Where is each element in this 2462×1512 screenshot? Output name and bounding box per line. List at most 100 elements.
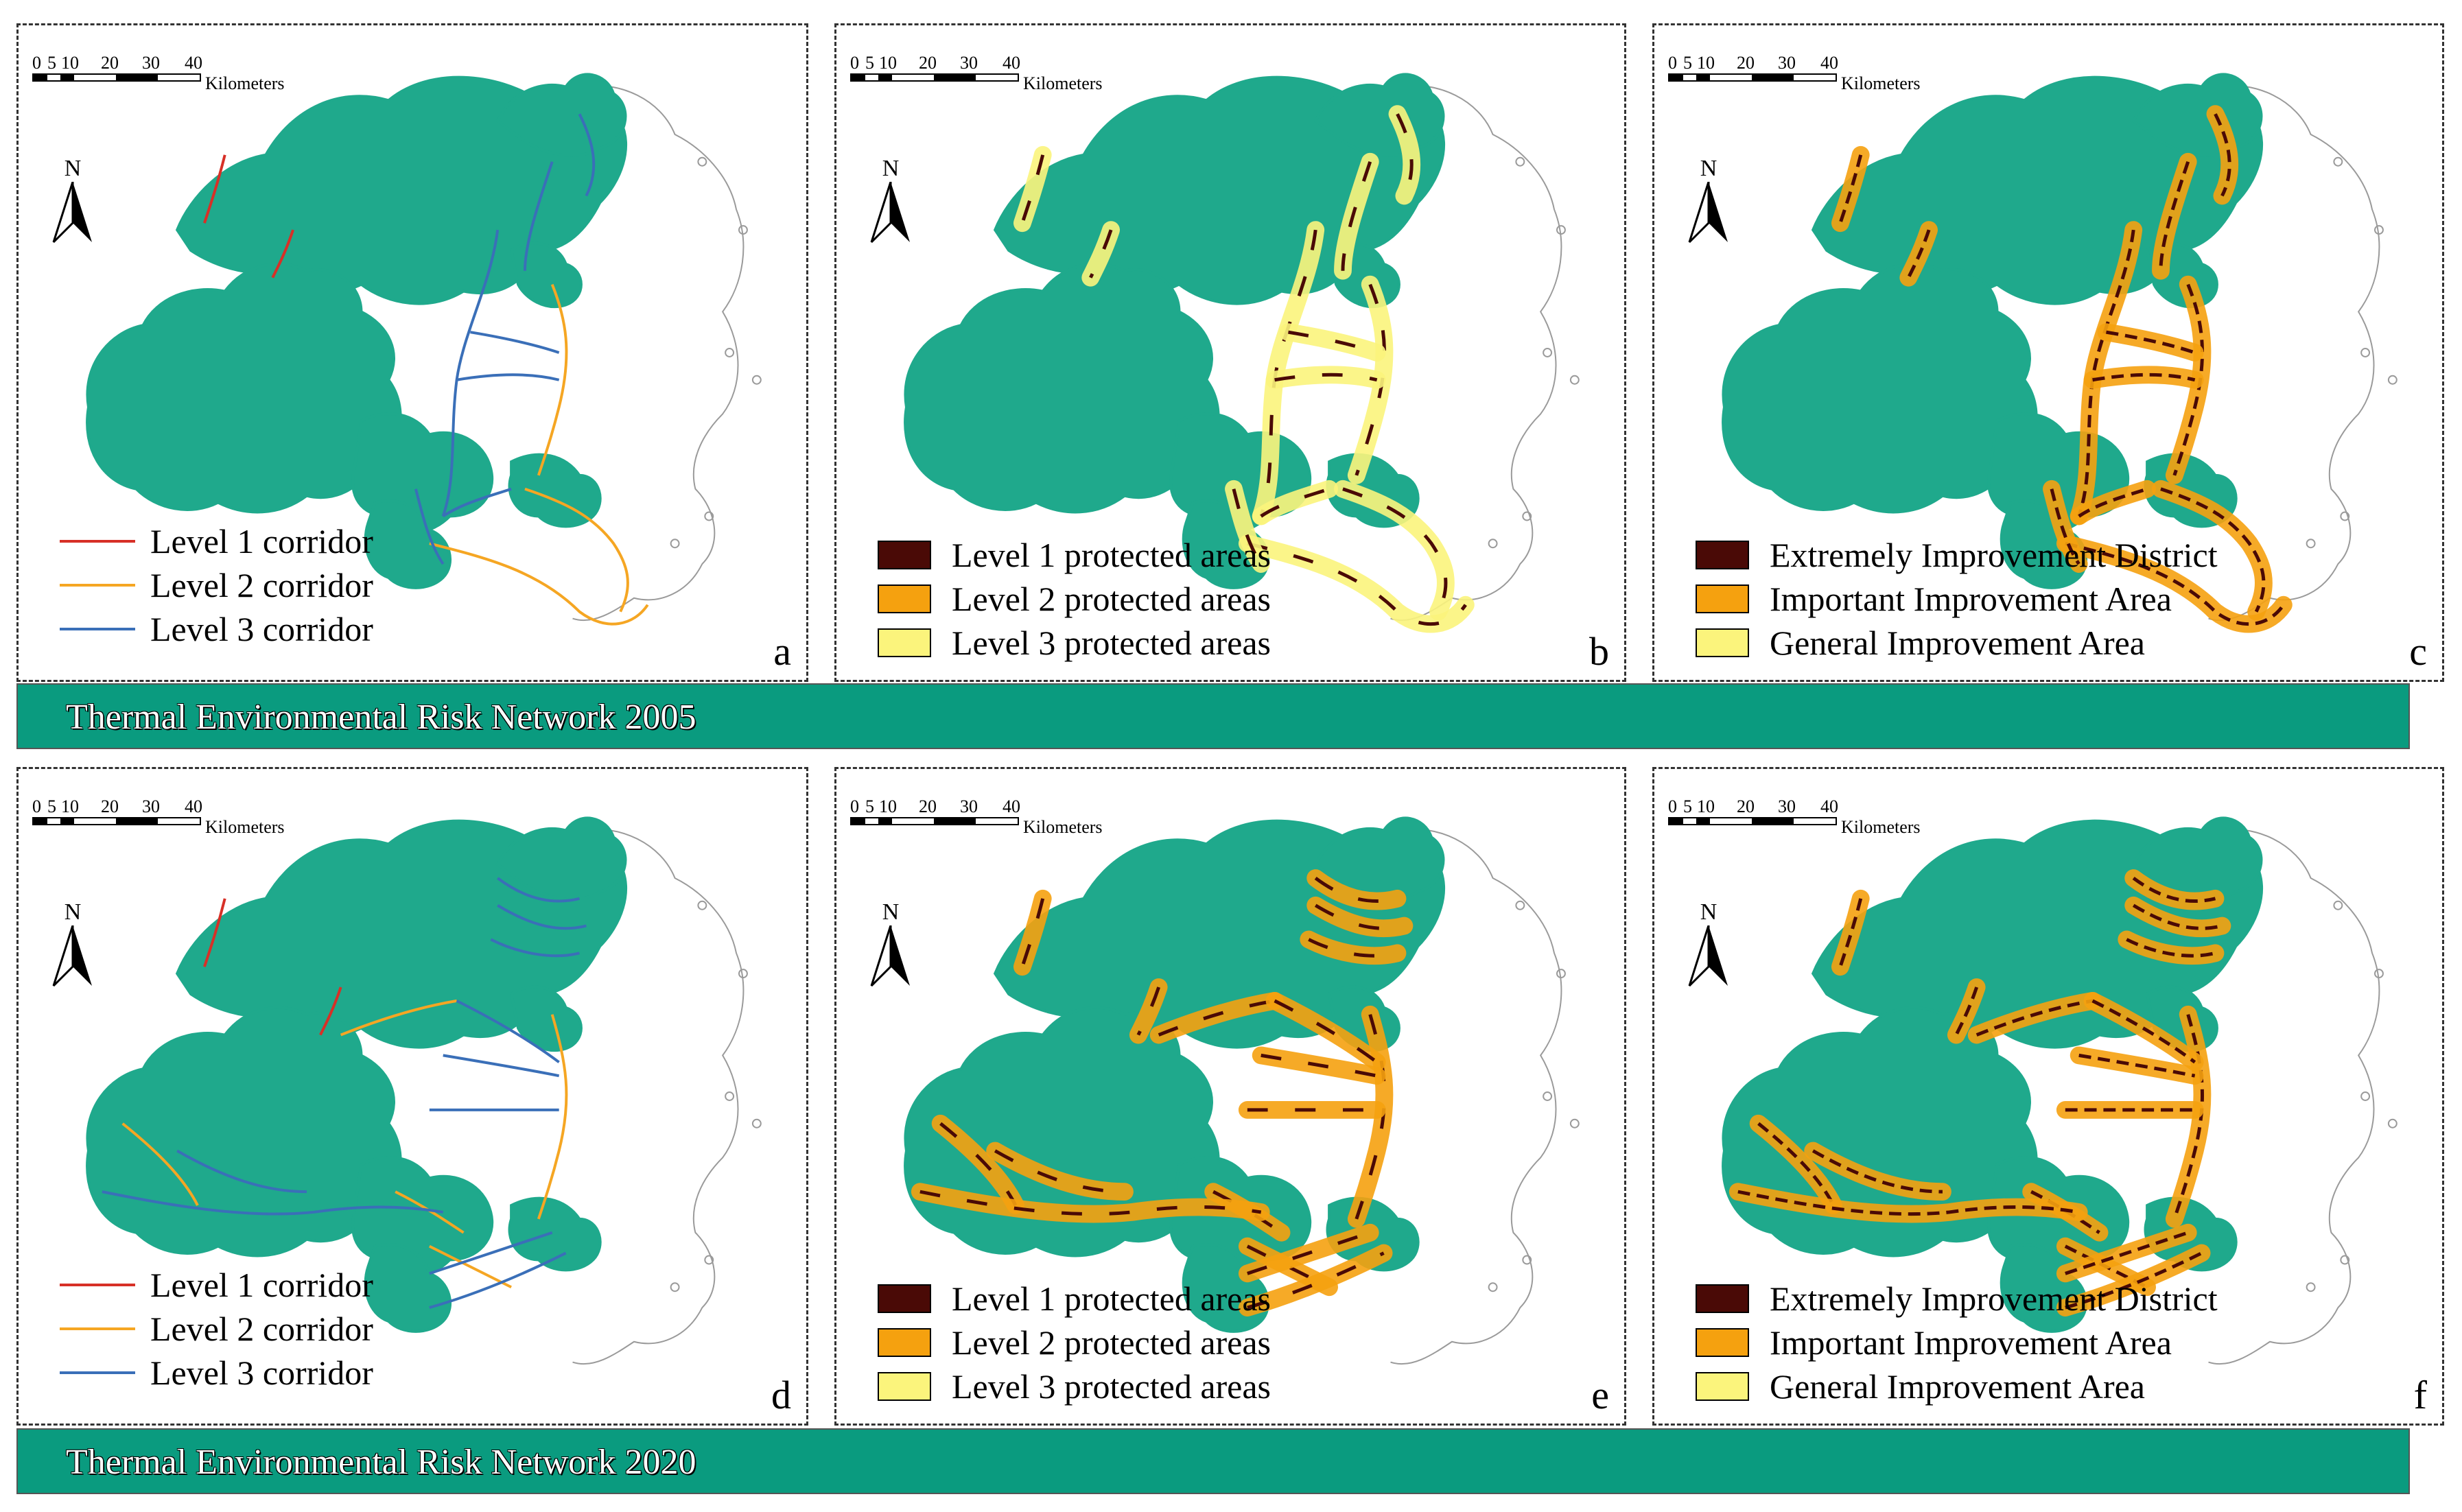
corridor-line-level-3	[176, 1149, 307, 1194]
ecological-source-area	[86, 262, 402, 514]
island-outline	[1543, 1091, 1553, 1101]
scale-bar-graphic	[850, 73, 1019, 82]
corridor-line-level-3	[443, 1054, 560, 1078]
scale-ticks: 0 5 10 20 30 40	[1668, 53, 1943, 73]
scale-tick-label: 5	[1683, 53, 1692, 73]
buffer-core	[2065, 1231, 2189, 1275]
island-outline	[1522, 1255, 1532, 1265]
ecological-source-area	[904, 262, 1220, 514]
legend: Extremely Improvement District Important …	[1696, 1277, 2218, 1408]
scale-bar-graphic	[850, 817, 1019, 825]
scale-tick-label: 30	[960, 796, 978, 816]
scale-unit: Kilometers	[1023, 817, 1103, 837]
panel-letter: e	[1591, 1373, 1609, 1417]
buffer-core	[1212, 1190, 1282, 1234]
corridor-line-level-1	[271, 229, 294, 279]
legend-item: General Improvement Area	[1696, 621, 2218, 665]
map-panel-c: 0 5 10 20 30 40 Kilometers N Extremely Improveme…	[1652, 23, 2444, 682]
north-arrow: N	[867, 899, 915, 993]
corridor-line-level-1	[319, 987, 342, 1036]
legend-item: Level 1 protected areas	[878, 533, 1271, 577]
legend-item: Level 2 corridor	[60, 563, 373, 607]
island-outline	[751, 375, 762, 385]
banner-2005-title: Thermal Environmental Risk Network 2005	[66, 698, 696, 737]
ecological-source-area	[904, 1006, 1220, 1257]
island-outline	[2374, 225, 2384, 235]
legend-label: Level 2 protected areas	[952, 580, 1271, 618]
buffer-core	[1342, 487, 1448, 613]
coastline-outline	[1390, 828, 1562, 1365]
island-outline	[2306, 539, 2316, 549]
corridor-line-level-3	[429, 1231, 553, 1275]
buffer-core	[2065, 541, 2285, 626]
island-outline	[725, 348, 735, 357]
buffer-core	[2050, 488, 2080, 565]
legend-label: Level 1 protected areas	[952, 1279, 1271, 1318]
legend-item: Level 2 protected areas	[878, 1321, 1271, 1365]
scale-tick-label: 0	[850, 53, 859, 73]
buffer-core	[2126, 938, 2216, 958]
buffer-core	[1314, 877, 1398, 903]
corridor-line-level-2	[429, 542, 649, 626]
buffer-core	[1308, 938, 1398, 958]
scale-tick-label: 5	[865, 53, 874, 73]
north-arrow: N	[49, 899, 97, 993]
panel-letter: a	[773, 629, 791, 674]
scale-unit: Kilometers	[1023, 73, 1103, 93]
island-outline	[2387, 1118, 2397, 1129]
corridor-line-level-2	[537, 1014, 568, 1220]
legend-line-symbol	[60, 540, 135, 543]
buffer-core	[1838, 154, 1863, 224]
buffer-core	[2106, 330, 2196, 355]
legend-item: Level 1 corridor	[60, 1263, 373, 1307]
north-arrow: N	[49, 156, 97, 250]
buffer-core	[2159, 161, 2190, 271]
scale-ticks: 0 5 10 20 30 40	[1668, 796, 1943, 817]
legend-line-symbol	[60, 1327, 135, 1330]
map-svg	[86, 816, 762, 1365]
island-outline	[738, 225, 748, 235]
scale-ticks: 0 5 10 20 30 40	[850, 53, 1125, 73]
buffer-area	[2165, 1005, 2212, 1228]
island-outline	[725, 1091, 735, 1101]
legend-box-symbol	[878, 1328, 931, 1357]
scale-tick-label: 30	[960, 53, 978, 73]
corridor-line-level-3	[456, 373, 560, 381]
map-svg	[904, 73, 1580, 633]
scale-tick-label: 40	[1820, 796, 1838, 816]
legend-item: Extremely Improvement District	[1696, 533, 2218, 577]
island-outline	[697, 900, 707, 910]
corridor-line-level-2	[537, 283, 568, 476]
buffer-core	[2078, 487, 2148, 518]
ecological-source-area	[86, 1006, 402, 1257]
legend-item: Level 3 protected areas	[878, 1365, 1271, 1408]
legend-item: Important Improvement Area	[1696, 1321, 2218, 1365]
legend-item: Extremely Improvement District	[1696, 1277, 2218, 1321]
island-outline	[1556, 225, 1566, 235]
corridor-line-level-3	[497, 877, 580, 903]
buffer-core	[2078, 1053, 2196, 1078]
buffer-core	[1020, 898, 1045, 967]
buffer-core	[1274, 373, 1378, 382]
north-arrow-icon	[1688, 181, 1728, 244]
map-panel-b: 0 5 10 20 30 40 Kilometers N Level 1 protected a…	[834, 23, 1626, 682]
island-outline	[704, 1255, 714, 1265]
corridor-line-level-3	[578, 113, 596, 197]
legend-box-symbol	[1696, 541, 1749, 569]
ecological-source-area	[1722, 262, 2038, 514]
island-outline	[2333, 156, 2343, 167]
island-outline	[1556, 969, 1566, 979]
north-arrow-icon	[1688, 925, 1728, 987]
buffer-core	[2132, 903, 2223, 930]
buffer-area	[1347, 1005, 1394, 1228]
island-outline	[751, 1118, 762, 1129]
scale-unit: Kilometers	[1841, 73, 1921, 93]
scale-ticks: 0 5 10 20 30 40	[32, 796, 307, 817]
north-arrow-icon	[52, 181, 92, 244]
island-outline	[1569, 375, 1580, 385]
legend-line-symbol	[60, 628, 135, 630]
island-outline	[2360, 1091, 2371, 1101]
legend: Level 1 corridor Level 2 corridor Level 3 …	[60, 519, 373, 651]
island-outline	[670, 1282, 680, 1292]
buffer-core	[1757, 1122, 1836, 1207]
